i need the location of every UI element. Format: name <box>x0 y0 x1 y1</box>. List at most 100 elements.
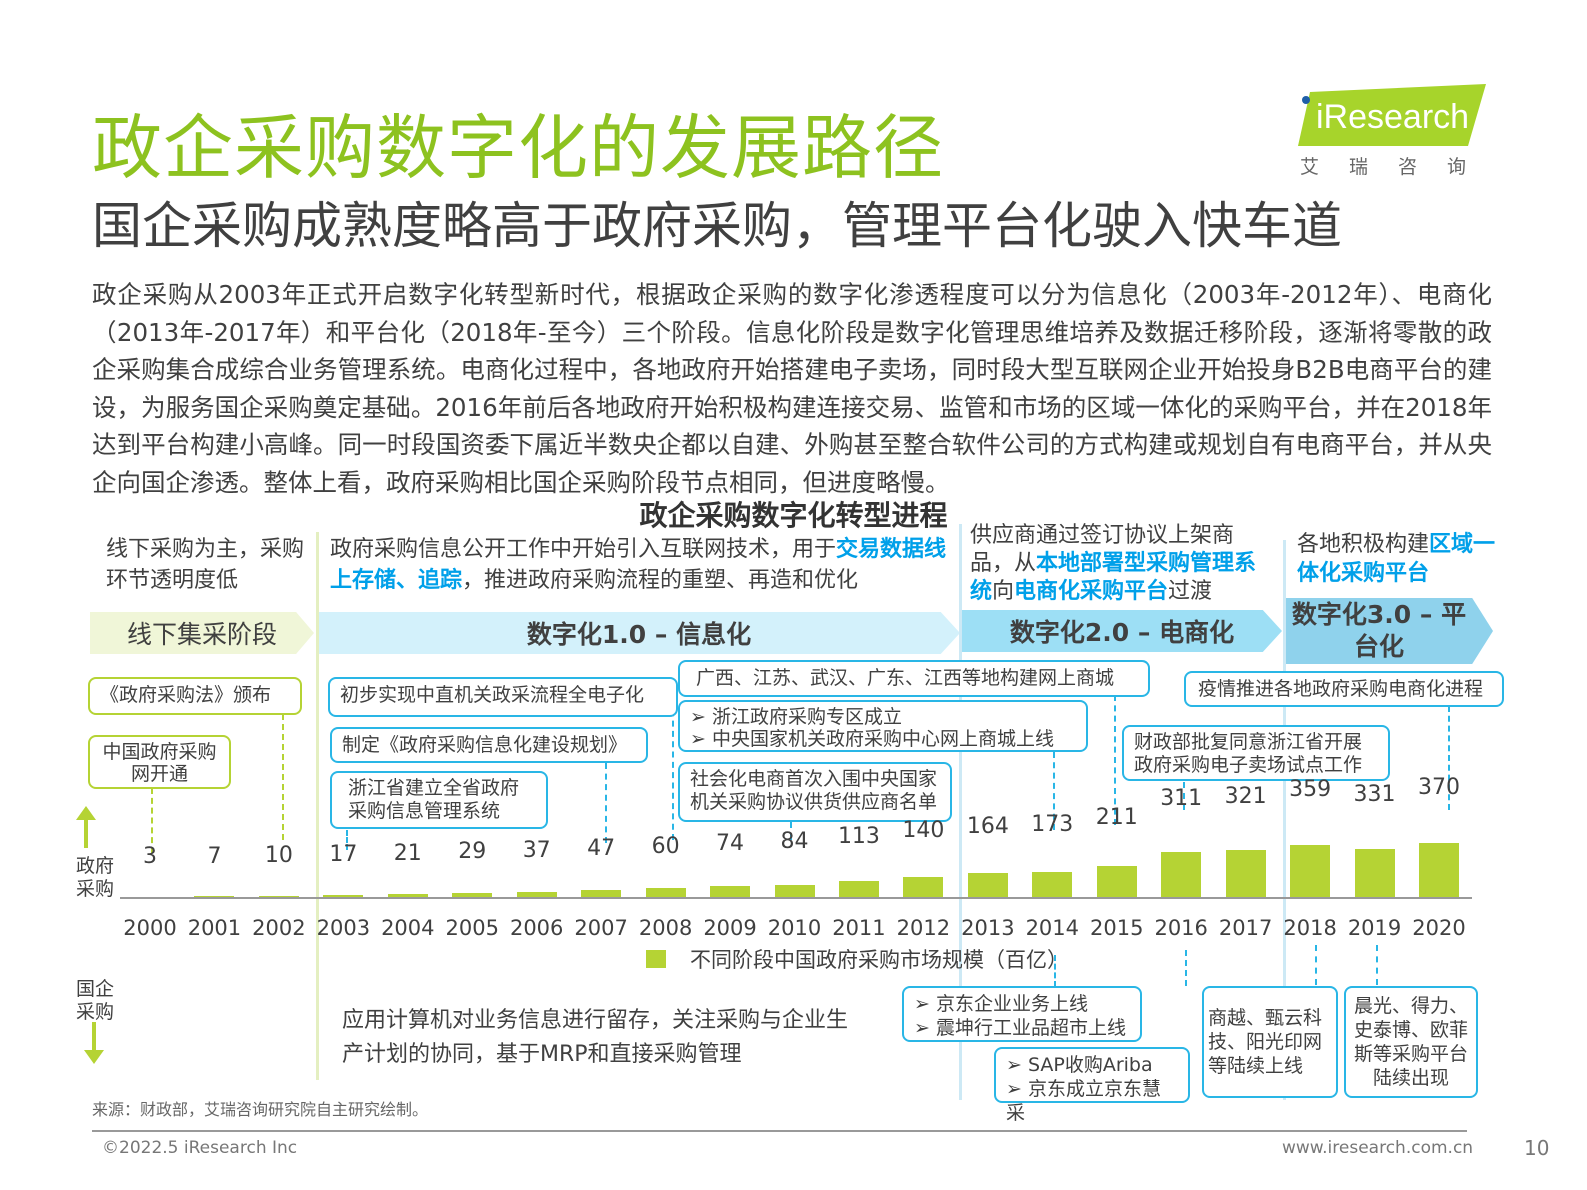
x-tick-label: 2005 <box>445 916 499 940</box>
logo-subtitle: 艾瑞咨询 <box>1300 156 1497 178</box>
desc-highlight: 区域一体化采购平台 <box>1297 532 1496 586</box>
bar-2019 <box>1354 848 1395 897</box>
event-box: 浙江省建立全省政府采购信息管理系统 <box>330 771 548 829</box>
desc-text: 过渡 <box>1168 579 1213 604</box>
copyright: ©2022.5 iResearch Inc <box>102 1138 298 1158</box>
up-arrow-icon <box>84 812 88 848</box>
bullet-item: SAP收购Ariba <box>1006 1053 1178 1077</box>
bar-2012 <box>903 876 944 897</box>
value-label: 370 <box>1418 774 1460 800</box>
connector-line <box>1054 955 1056 987</box>
connector-line <box>1315 945 1317 985</box>
bar-2018 <box>1290 844 1331 897</box>
bar-2007 <box>581 890 622 897</box>
value-label: 3 <box>143 844 157 870</box>
desc-highlight: 电商化采购平台 <box>1014 579 1169 604</box>
desc-highlight: 本地部署型采购管理系统 <box>970 551 1257 604</box>
value-label: 37 <box>522 837 551 863</box>
x-tick-label: 2019 <box>1347 916 1402 940</box>
website-link[interactable]: www.iresearch.com.cn <box>1282 1138 1474 1158</box>
value-label: 211 <box>1095 804 1138 830</box>
value-label: 164 <box>966 813 1009 839</box>
stage-desc-3: 各地积极构建区域一体化采购平台 <box>1297 530 1497 588</box>
connector-line <box>672 700 674 840</box>
down-arrow-icon <box>92 1022 96 1056</box>
x-tick-label: 2016 <box>1154 916 1208 940</box>
soe-description: 应用计算机对业务信息进行留存，关注采购与企业生产计划的协同，基于MRP和直接采购… <box>342 1008 849 1067</box>
desc-highlight: 交易数据线上存储、追踪 <box>330 537 947 593</box>
x-tick-label: 2014 <box>1025 916 1080 940</box>
x-tick-label: 2012 <box>896 916 951 940</box>
event-box: 浙江政府采购专区成立中央国家机关政府采购中心网上商城上线 <box>678 700 1088 752</box>
connector-line <box>282 714 284 840</box>
bar-2008 <box>645 888 686 897</box>
x-tick-label: 2010 <box>767 916 822 940</box>
event-box: 广西、江苏、武汉、广东、江西等地构建网上商城 <box>678 660 1150 697</box>
stage-divider <box>959 524 962 1100</box>
connector-line <box>790 822 792 840</box>
arrow-head-icon <box>76 806 96 820</box>
bar-2015 <box>1096 866 1137 897</box>
value-label: 140 <box>902 818 945 844</box>
event-box: 中国政府采购网开通 <box>88 735 231 789</box>
value-label: 29 <box>458 839 487 865</box>
connector-line <box>1183 782 1185 810</box>
bar-2011 <box>838 880 879 897</box>
desc-text: 向 <box>992 579 1015 604</box>
event-box: 京东企业业务上线震坤行工业品超市上线 <box>902 986 1142 1042</box>
bar-2014 <box>1032 871 1073 897</box>
bar-2020 <box>1419 842 1459 897</box>
x-tick-label: 2007 <box>574 916 628 940</box>
bar-2016 <box>1161 851 1202 897</box>
connector-line <box>1448 706 1450 810</box>
bar-2010 <box>774 884 815 897</box>
value-label: 84 <box>780 829 809 855</box>
connector-line <box>1053 752 1055 830</box>
connector-line <box>605 763 607 843</box>
x-tick-label: 2015 <box>1090 916 1144 940</box>
stage-label: 数字化1.0 – 信息化 <box>526 620 752 649</box>
desc-text: ，推进政府采购流程的重塑、再造和优化 <box>462 568 859 593</box>
value-label: 321 <box>1224 784 1267 809</box>
stage-arrow-digital-1: 数字化1.0 – 信息化 <box>318 612 960 654</box>
bar-2009 <box>710 886 751 897</box>
stage-desc-1: 政府采购信息公开工作中开始引入互联网技术，用于交易数据线上存储、追踪，推进政府采… <box>330 534 955 596</box>
value-label: 60 <box>651 833 680 859</box>
event-box: 财政部批复同意浙江省开展政府采购电子卖场试点工作 <box>1122 725 1390 781</box>
bar-2017 <box>1225 850 1266 897</box>
value-label: 311 <box>1160 785 1203 811</box>
legend-label: 不同阶段中国政府采购市场规模（百亿） <box>690 948 1068 972</box>
page-number: 10 <box>1524 1136 1550 1160</box>
x-tick-label: 2000 <box>123 916 177 940</box>
footer-divider <box>92 1130 1467 1132</box>
value-label: 10 <box>264 843 293 869</box>
stage-label: 数字化2.0 – 电商化 <box>1009 618 1235 647</box>
connector-line <box>1114 695 1116 825</box>
value-label: 74 <box>716 830 745 856</box>
stage-arrow-digital-3: 数字化3.0 – 平台化 <box>1285 598 1493 664</box>
connector-line <box>151 788 153 853</box>
stage-arrow-digital-2: 数字化2.0 – 电商化 <box>962 610 1282 652</box>
gov-axis-label: 政府采购 <box>76 855 115 900</box>
event-box: 《政府采购法》颁布 <box>88 677 302 715</box>
bar-2013 <box>967 873 1008 897</box>
legend-swatch <box>646 950 666 968</box>
stage-desc-2: 供应商通过签订协议上架商品，从本地部署型采购管理系统向电商化采购平台过渡 <box>970 522 1270 606</box>
x-tick-label: 2008 <box>638 916 693 940</box>
x-tick-label: 2002 <box>252 916 306 940</box>
stage-desc-offline: 线下采购为主，采购环节透明度低 <box>106 537 305 593</box>
desc-text: 供应商通过签订协议上架商品，从 <box>970 523 1235 576</box>
iresearch-logo: iResearch <box>1298 84 1488 146</box>
arrow-head-icon <box>84 1050 104 1064</box>
bullet-item: 震坤行工业品超市上线 <box>914 1016 1130 1040</box>
connector-line <box>346 830 348 850</box>
stage-divider <box>1283 540 1286 1100</box>
bullet-item: 京东成立京东慧采 <box>1006 1077 1178 1125</box>
x-tick-label: 2020 <box>1412 916 1466 940</box>
value-label: 47 <box>587 836 616 862</box>
value-label: 331 <box>1353 782 1396 808</box>
connector-line <box>1376 945 1378 985</box>
x-axis-line <box>120 897 1472 899</box>
svg-text:iResearch: iResearch <box>1316 98 1469 136</box>
bullet-item: 浙江政府采购专区成立 <box>690 706 1076 728</box>
